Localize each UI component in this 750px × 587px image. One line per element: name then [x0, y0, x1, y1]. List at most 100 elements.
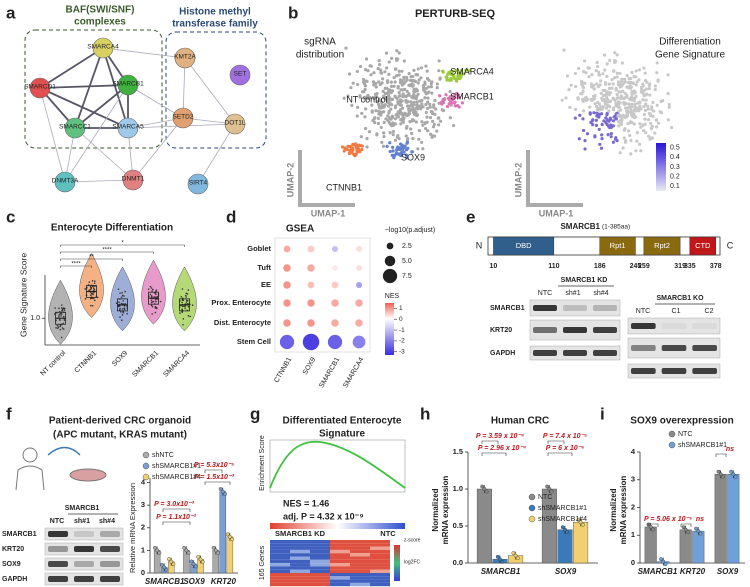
umap-point [615, 71, 619, 75]
replicate-point [681, 525, 686, 530]
replicate-point [225, 532, 230, 537]
jitter-point [117, 288, 120, 291]
jitter-point [56, 327, 59, 329]
legend-label: z-score [404, 537, 421, 543]
umap-point [376, 116, 380, 120]
replicate-point [563, 527, 567, 532]
umap-point [395, 49, 399, 53]
replicate-point [565, 530, 570, 535]
umap-point [437, 116, 441, 120]
umap-point [402, 116, 406, 120]
icon [22, 447, 38, 463]
cluster-label: SMARCA4 [450, 66, 494, 76]
umap-point [456, 95, 460, 100]
umap-point [594, 118, 598, 122]
jitter-point [185, 292, 188, 295]
jitter-point [123, 295, 125, 297]
heatmap-cell [350, 559, 370, 564]
umap-point [414, 106, 419, 110]
umap-point [601, 93, 605, 98]
umap-point [355, 105, 360, 109]
umap-point [419, 76, 423, 80]
blot-band [631, 323, 656, 329]
umap-point [382, 105, 386, 109]
umap-point [417, 78, 421, 82]
umap-point [414, 120, 418, 124]
heatmap-cell [350, 546, 370, 550]
jitter-point [92, 287, 95, 290]
umap-point [593, 102, 597, 106]
sig-bracket [204, 481, 231, 485]
heatmap-cell [330, 573, 350, 577]
umap-point [581, 70, 586, 74]
position-label: 319 [674, 263, 686, 270]
network-edge [39, 84, 129, 89]
umap-point [657, 121, 661, 125]
bar [692, 530, 705, 564]
umap-point [659, 99, 663, 104]
umap-point [425, 106, 430, 111]
umap-point [404, 100, 409, 105]
bar [727, 474, 740, 564]
heatmap-cell [350, 563, 370, 567]
p-value: P = 7.4 x 10⁻⁵ [543, 433, 587, 440]
umap-point [600, 137, 604, 141]
umap-point [592, 83, 596, 88]
umap-point [611, 82, 615, 86]
umap-point [390, 56, 394, 60]
umap-point [347, 72, 352, 76]
lane-label: sh#1 [74, 518, 90, 525]
umap-point [427, 78, 431, 82]
umap-point [369, 73, 373, 77]
network-node [174, 47, 196, 69]
umap-point [643, 71, 647, 75]
group-label: BAF(SWI/SNF) [66, 5, 135, 16]
jitter-point [150, 287, 153, 289]
heatmap-cell [350, 576, 370, 580]
umap-point [405, 78, 409, 82]
jitter-point [182, 323, 184, 326]
blot-band [631, 345, 656, 351]
umap-point [405, 156, 409, 160]
jitter-point [149, 293, 152, 296]
panel-letter: c [6, 207, 15, 226]
umap-point [405, 141, 409, 145]
umap-point [428, 116, 433, 120]
umap-point [355, 69, 359, 74]
umap-point [633, 105, 637, 109]
umap-point [417, 129, 421, 133]
sig-bracket [60, 258, 123, 261]
lane-label: NTC [538, 290, 552, 297]
umap-point [593, 135, 597, 139]
jitter-point [121, 294, 124, 297]
colorbar-tick: 0.1 [670, 183, 680, 190]
umap-point [622, 136, 626, 140]
umap-point [417, 104, 422, 108]
umap-point [382, 120, 386, 125]
umap-point [368, 64, 372, 68]
bar [679, 529, 692, 564]
panel-letter: h [420, 404, 430, 423]
jitter-point [122, 300, 125, 302]
umap-point [342, 149, 346, 153]
blot-band [74, 531, 94, 537]
umap-point [402, 77, 406, 81]
heatmap-cell [330, 582, 350, 587]
node-label: SETD2 [173, 114, 194, 121]
y-tick-label: 3 [631, 475, 635, 484]
umap-point [590, 119, 594, 123]
umap-point [399, 122, 403, 126]
umap-point [615, 96, 619, 100]
umap-point [579, 79, 584, 84]
umap-point [409, 127, 413, 131]
jitter-point [119, 307, 121, 310]
node-label: SMARCA4 [87, 44, 119, 51]
umap-point [407, 108, 411, 112]
network-edge [102, 47, 129, 129]
network-node [224, 113, 246, 135]
umap-point [594, 123, 599, 127]
jitter-point [126, 312, 128, 315]
umap-point [378, 83, 382, 87]
umap-point [621, 146, 625, 150]
axis-label: UMAP-1 [311, 208, 346, 218]
